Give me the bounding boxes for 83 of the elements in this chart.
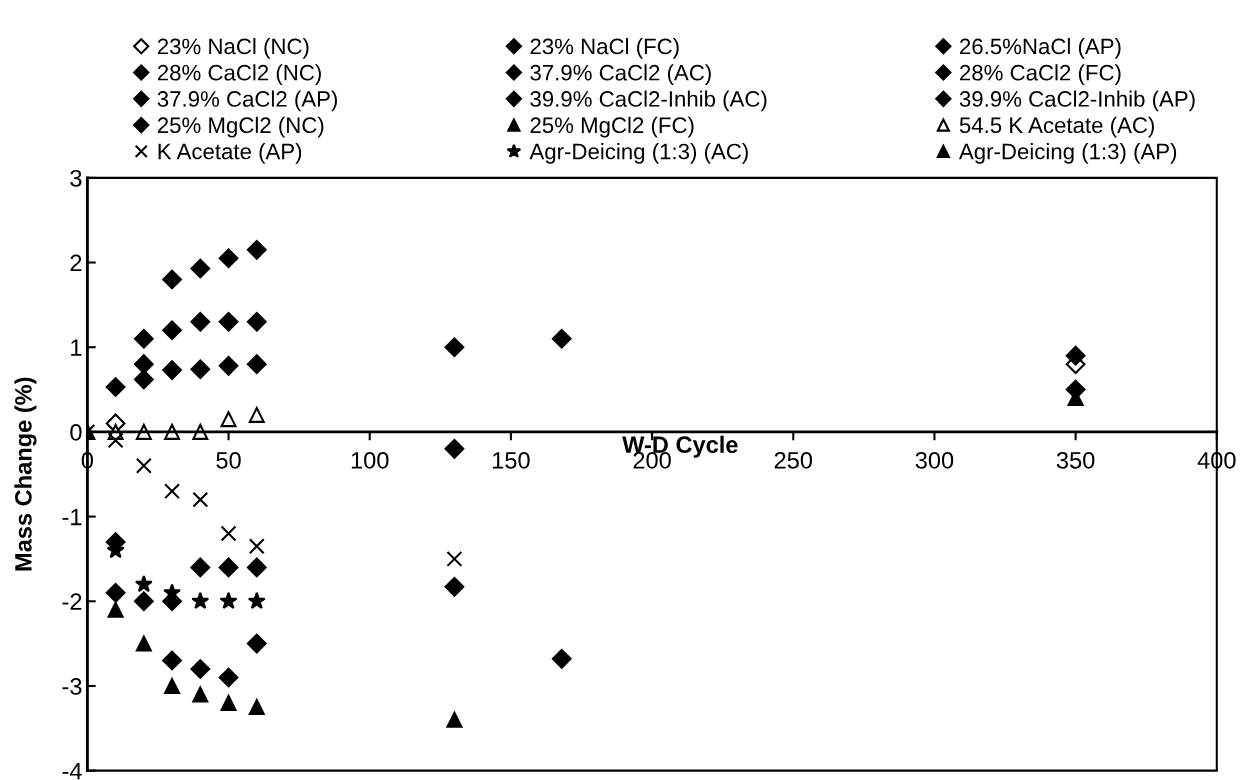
x-tick-label: 100 [351,451,389,469]
point [190,311,211,332]
legend-label: 23% NaCl (NC) [157,37,309,59]
point [191,591,210,610]
legend-label: 23% NaCl (FC) [530,37,679,59]
x-tick-label: 350 [1056,451,1095,469]
x-tick-label: 300 [915,451,954,469]
point [218,355,239,376]
legend-label: Agr-Deicing (1:3) (AP) [958,143,1177,164]
legend-label: 28% CaCl2 (FC) [960,64,1121,85]
point [190,359,211,380]
point [248,538,265,555]
point [248,699,265,716]
point [246,633,267,654]
y-axis-title: Mass Change (%) [14,377,37,571]
point [162,360,182,380]
x-tick-label: 150 [493,451,530,469]
point [551,648,572,669]
point [107,601,124,618]
point [192,686,209,703]
point [446,550,463,567]
legend-label: 28% CaCl2 (NC) [157,64,321,85]
point [133,354,154,375]
point [162,650,182,671]
point [192,423,209,440]
point [164,483,181,500]
legend-label: 26.5%NaCl (AP) [960,37,1121,59]
point [218,311,239,332]
point [218,557,239,578]
legend-label: 37.9% CaCl2 (AC) [530,64,711,85]
point [192,491,209,508]
point [162,320,182,341]
point [1065,345,1086,366]
point [246,557,267,578]
point [220,411,237,428]
y-tick-label: -2 [62,593,82,610]
point [133,328,154,349]
legend-label: 37.9% CaCl2 (AP) [157,90,337,112]
y-tick-label: -4 [62,762,82,780]
y-tick-label: 2 [70,254,82,272]
legend-label: 25% MgCl2 (FC) [530,116,694,138]
point [133,591,154,612]
point [190,258,211,279]
point [135,457,152,474]
x-tick-label: 50 [216,451,241,469]
legend-label: 54.5 K Acetate (AC) [959,116,1154,138]
point [135,635,152,652]
point [247,591,266,610]
y-tick-label: -1 [62,508,82,526]
point [248,406,265,423]
point [446,711,463,728]
point [246,239,267,260]
point [135,423,152,440]
point [220,525,237,542]
point [105,582,126,603]
x-tick-label: 250 [774,451,813,469]
point [246,354,267,375]
point [246,311,267,332]
point [164,677,181,694]
legend-label: 39.9% CaCl2-Inhib (AP) [959,90,1195,112]
point [219,591,238,610]
y-tick-label: 0 [70,423,82,441]
point [190,659,211,679]
point [162,269,182,290]
point [551,328,572,349]
point [444,438,465,459]
point [133,369,154,390]
point [107,432,124,449]
point [105,377,126,397]
y-tick-label: 1 [71,339,82,356]
point [444,337,465,358]
point [190,557,211,578]
point [218,248,239,269]
y-tick-label: 3 [70,169,82,187]
point [218,667,239,688]
point [220,694,237,711]
legend-label: 25% MgCl2 (NC) [157,116,324,138]
legend-label: K Acetate (AP) [158,143,302,164]
point [134,574,153,593]
y-tick-label: -3 [62,678,82,695]
legend-label: 39.9% CaCl2-Inhib (AC) [530,90,767,112]
point [444,576,465,597]
legend-label: Agr-Deicing (1:3) (AC) [529,143,748,164]
